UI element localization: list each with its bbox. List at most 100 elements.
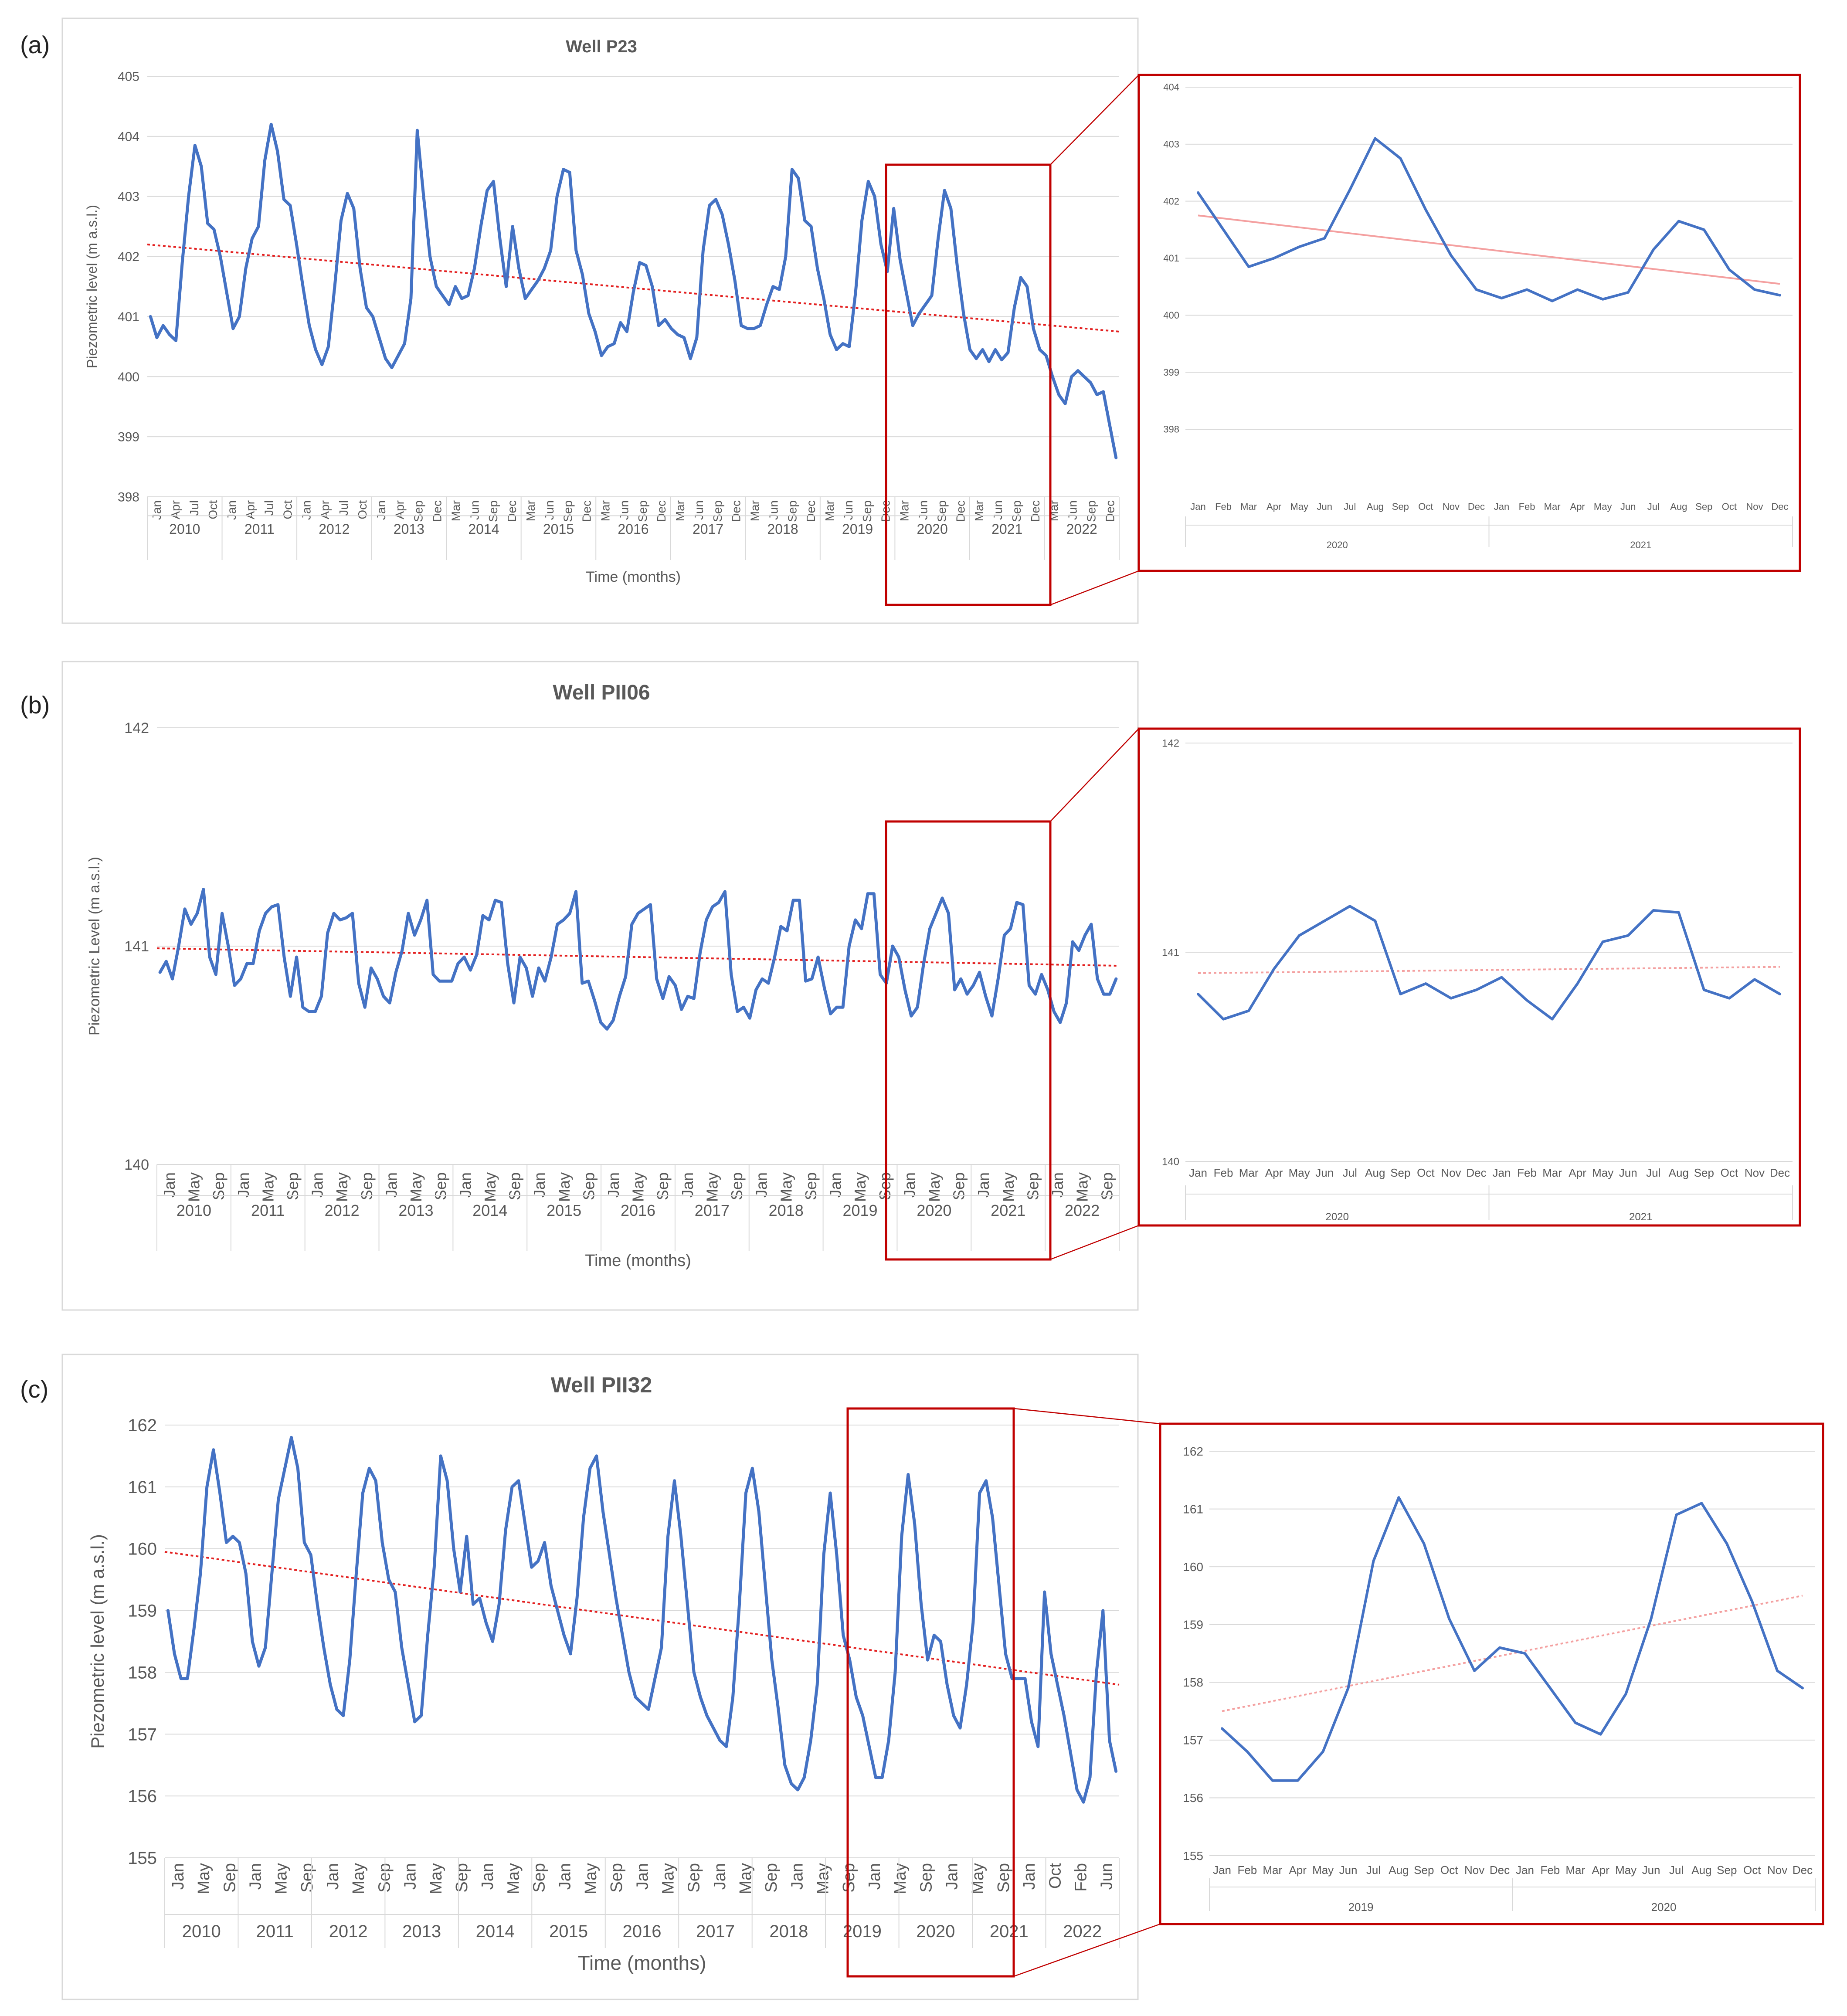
x-tick-label: May: [851, 1172, 869, 1202]
year-label: 2010: [169, 521, 200, 537]
x-tick-label: Mar: [748, 500, 762, 521]
year-label: 2012: [325, 1201, 360, 1219]
year-label: 2020: [916, 1922, 955, 1941]
zoom-x-tick-label: Jul: [1647, 501, 1660, 512]
zoom-x-tick-label: Jan: [1494, 501, 1509, 512]
zoom-x-tick-label: Jan: [1493, 1166, 1511, 1179]
zoom-x-tick-label: Mar: [1239, 1166, 1259, 1179]
zoom-x-tick-label: Apr: [1266, 501, 1281, 512]
x-axis-label: Time (months): [586, 569, 681, 585]
zoom-year-label: 2020: [1326, 1211, 1349, 1223]
x-tick-label: Jan: [160, 1172, 178, 1198]
zoom-x-tick-label: Mar: [1565, 1863, 1585, 1877]
x-tick-label: Sep: [785, 500, 799, 522]
panel-label-a: (a): [20, 31, 50, 58]
zoom-x-tick-label: Jan: [1189, 1166, 1207, 1179]
chart-frame: [61, 661, 1139, 1311]
zoom-x-tick-label: Apr: [1569, 1166, 1586, 1179]
zoom-x-tick-label: Oct: [1440, 1863, 1458, 1877]
zoom-x-tick-label: Mar: [1544, 501, 1561, 512]
zoom-connector: [1050, 728, 1139, 822]
x-tick-label: Oct: [206, 500, 220, 519]
x-tick-label: May: [925, 1172, 943, 1202]
zoom-y-tick-label: 401: [1163, 253, 1179, 264]
zoom-x-tick-label: Dec: [1490, 1863, 1510, 1877]
y-tick-label: 401: [118, 310, 139, 324]
x-tick-label: Sep: [1024, 1172, 1042, 1200]
year-label: 2020: [917, 521, 948, 537]
x-tick-label: Mar: [673, 500, 687, 521]
zoom-x-tick-label: Feb: [1237, 1863, 1257, 1877]
x-tick-label: Jun: [767, 500, 780, 520]
x-tick-label: Jan: [246, 1863, 265, 1890]
zoom-x-tick-label: Dec: [1771, 501, 1788, 512]
year-label: 2020: [917, 1201, 951, 1219]
x-tick-label: Jan: [974, 1172, 992, 1198]
trend-line: [156, 947, 1120, 967]
x-tick-label: Jun: [1098, 1863, 1116, 1890]
panel-label-b: (b): [20, 691, 50, 719]
x-tick-label: Jan: [556, 1863, 574, 1890]
x-tick-label: Jun: [991, 500, 1005, 520]
x-tick-label: Dec: [655, 500, 668, 522]
zoom-y-tick-label: 403: [1163, 139, 1179, 150]
zoom-x-tick-label: May: [1615, 1863, 1636, 1877]
x-tick-label: Jan: [788, 1863, 806, 1890]
x-axis-label: Time (months): [585, 1252, 691, 1270]
zoom-x-tick-label: Aug: [1691, 1863, 1711, 1877]
x-tick-label: Sep: [1098, 1172, 1116, 1200]
zoom-y-tick-label: 159: [1183, 1618, 1203, 1632]
y-tick-label: 140: [124, 1157, 149, 1173]
zoom-x-tick-label: Jun: [1317, 501, 1332, 512]
year-label: 2021: [990, 1922, 1029, 1941]
x-tick-label: Apr: [169, 500, 182, 519]
zoom-x-tick-label: May: [1594, 501, 1612, 512]
x-tick-label: Sep: [860, 500, 874, 522]
zoom-y-tick-label: 157: [1183, 1734, 1203, 1747]
x-tick-label: Sep: [486, 500, 500, 522]
chart-title: Well P23: [566, 37, 637, 56]
x-tick-label: Sep: [840, 1863, 858, 1893]
x-tick-label: Oct: [281, 500, 294, 519]
zoom-y-tick-label: 141: [1162, 947, 1179, 958]
x-tick-label: Jan: [456, 1172, 474, 1198]
y-tick-label: 159: [128, 1602, 157, 1621]
x-tick-label: Jan: [753, 1172, 771, 1198]
chart-frame: [61, 1354, 1139, 2000]
zoom-x-tick-label: Sep: [1390, 1166, 1410, 1179]
x-tick-label: Oct: [1046, 1863, 1064, 1889]
x-tick-label: May: [891, 1863, 910, 1894]
x-tick-label: Jan: [679, 1172, 696, 1198]
zoom-x-tick-label: Oct: [1743, 1863, 1761, 1877]
x-tick-label: May: [629, 1172, 647, 1202]
x-tick-label: Jul: [187, 500, 201, 516]
zoom-series-line: [1197, 905, 1781, 1021]
x-tick-label: Sep: [935, 500, 948, 522]
x-tick-label: Sep: [358, 1172, 376, 1200]
x-tick-label: Sep: [636, 500, 649, 522]
x-tick-label: May: [504, 1863, 523, 1894]
year-label: 2014: [472, 1201, 507, 1219]
x-tick-label: Sep: [802, 1172, 820, 1200]
series-line: [149, 122, 1118, 459]
zoom-x-tick-label: Feb: [1214, 1166, 1233, 1179]
x-tick-label: Jan: [866, 1863, 884, 1890]
zoom-x-tick-label: Feb: [1215, 501, 1232, 512]
year-label: 2022: [1066, 521, 1097, 537]
zoom-y-tick-label: 400: [1163, 310, 1179, 321]
y-tick-label: 400: [118, 370, 139, 384]
zoom-x-tick-label: Nov: [1767, 1863, 1787, 1877]
year-label: 2013: [398, 1201, 433, 1219]
zoom-x-tick-label: Jan: [1190, 501, 1205, 512]
x-tick-label: May: [185, 1172, 203, 1202]
zoom-chart-0: 398 399 400 401 402 403 404 Jan Feb Mar Apr May Jun J…: [1137, 74, 1801, 572]
x-tick-label: Dec: [1103, 500, 1117, 522]
x-tick-label: Sep: [530, 1863, 549, 1893]
x-tick-label: May: [814, 1863, 832, 1894]
zoom-y-tick-label: 402: [1163, 196, 1179, 207]
zoom-x-tick-label: Apr: [1265, 1166, 1283, 1179]
x-tick-label: Jan: [169, 1863, 187, 1890]
x-tick-label: Mar: [823, 500, 836, 521]
zoom-x-tick-label: Dec: [1793, 1863, 1813, 1877]
x-tick-label: May: [777, 1172, 795, 1202]
